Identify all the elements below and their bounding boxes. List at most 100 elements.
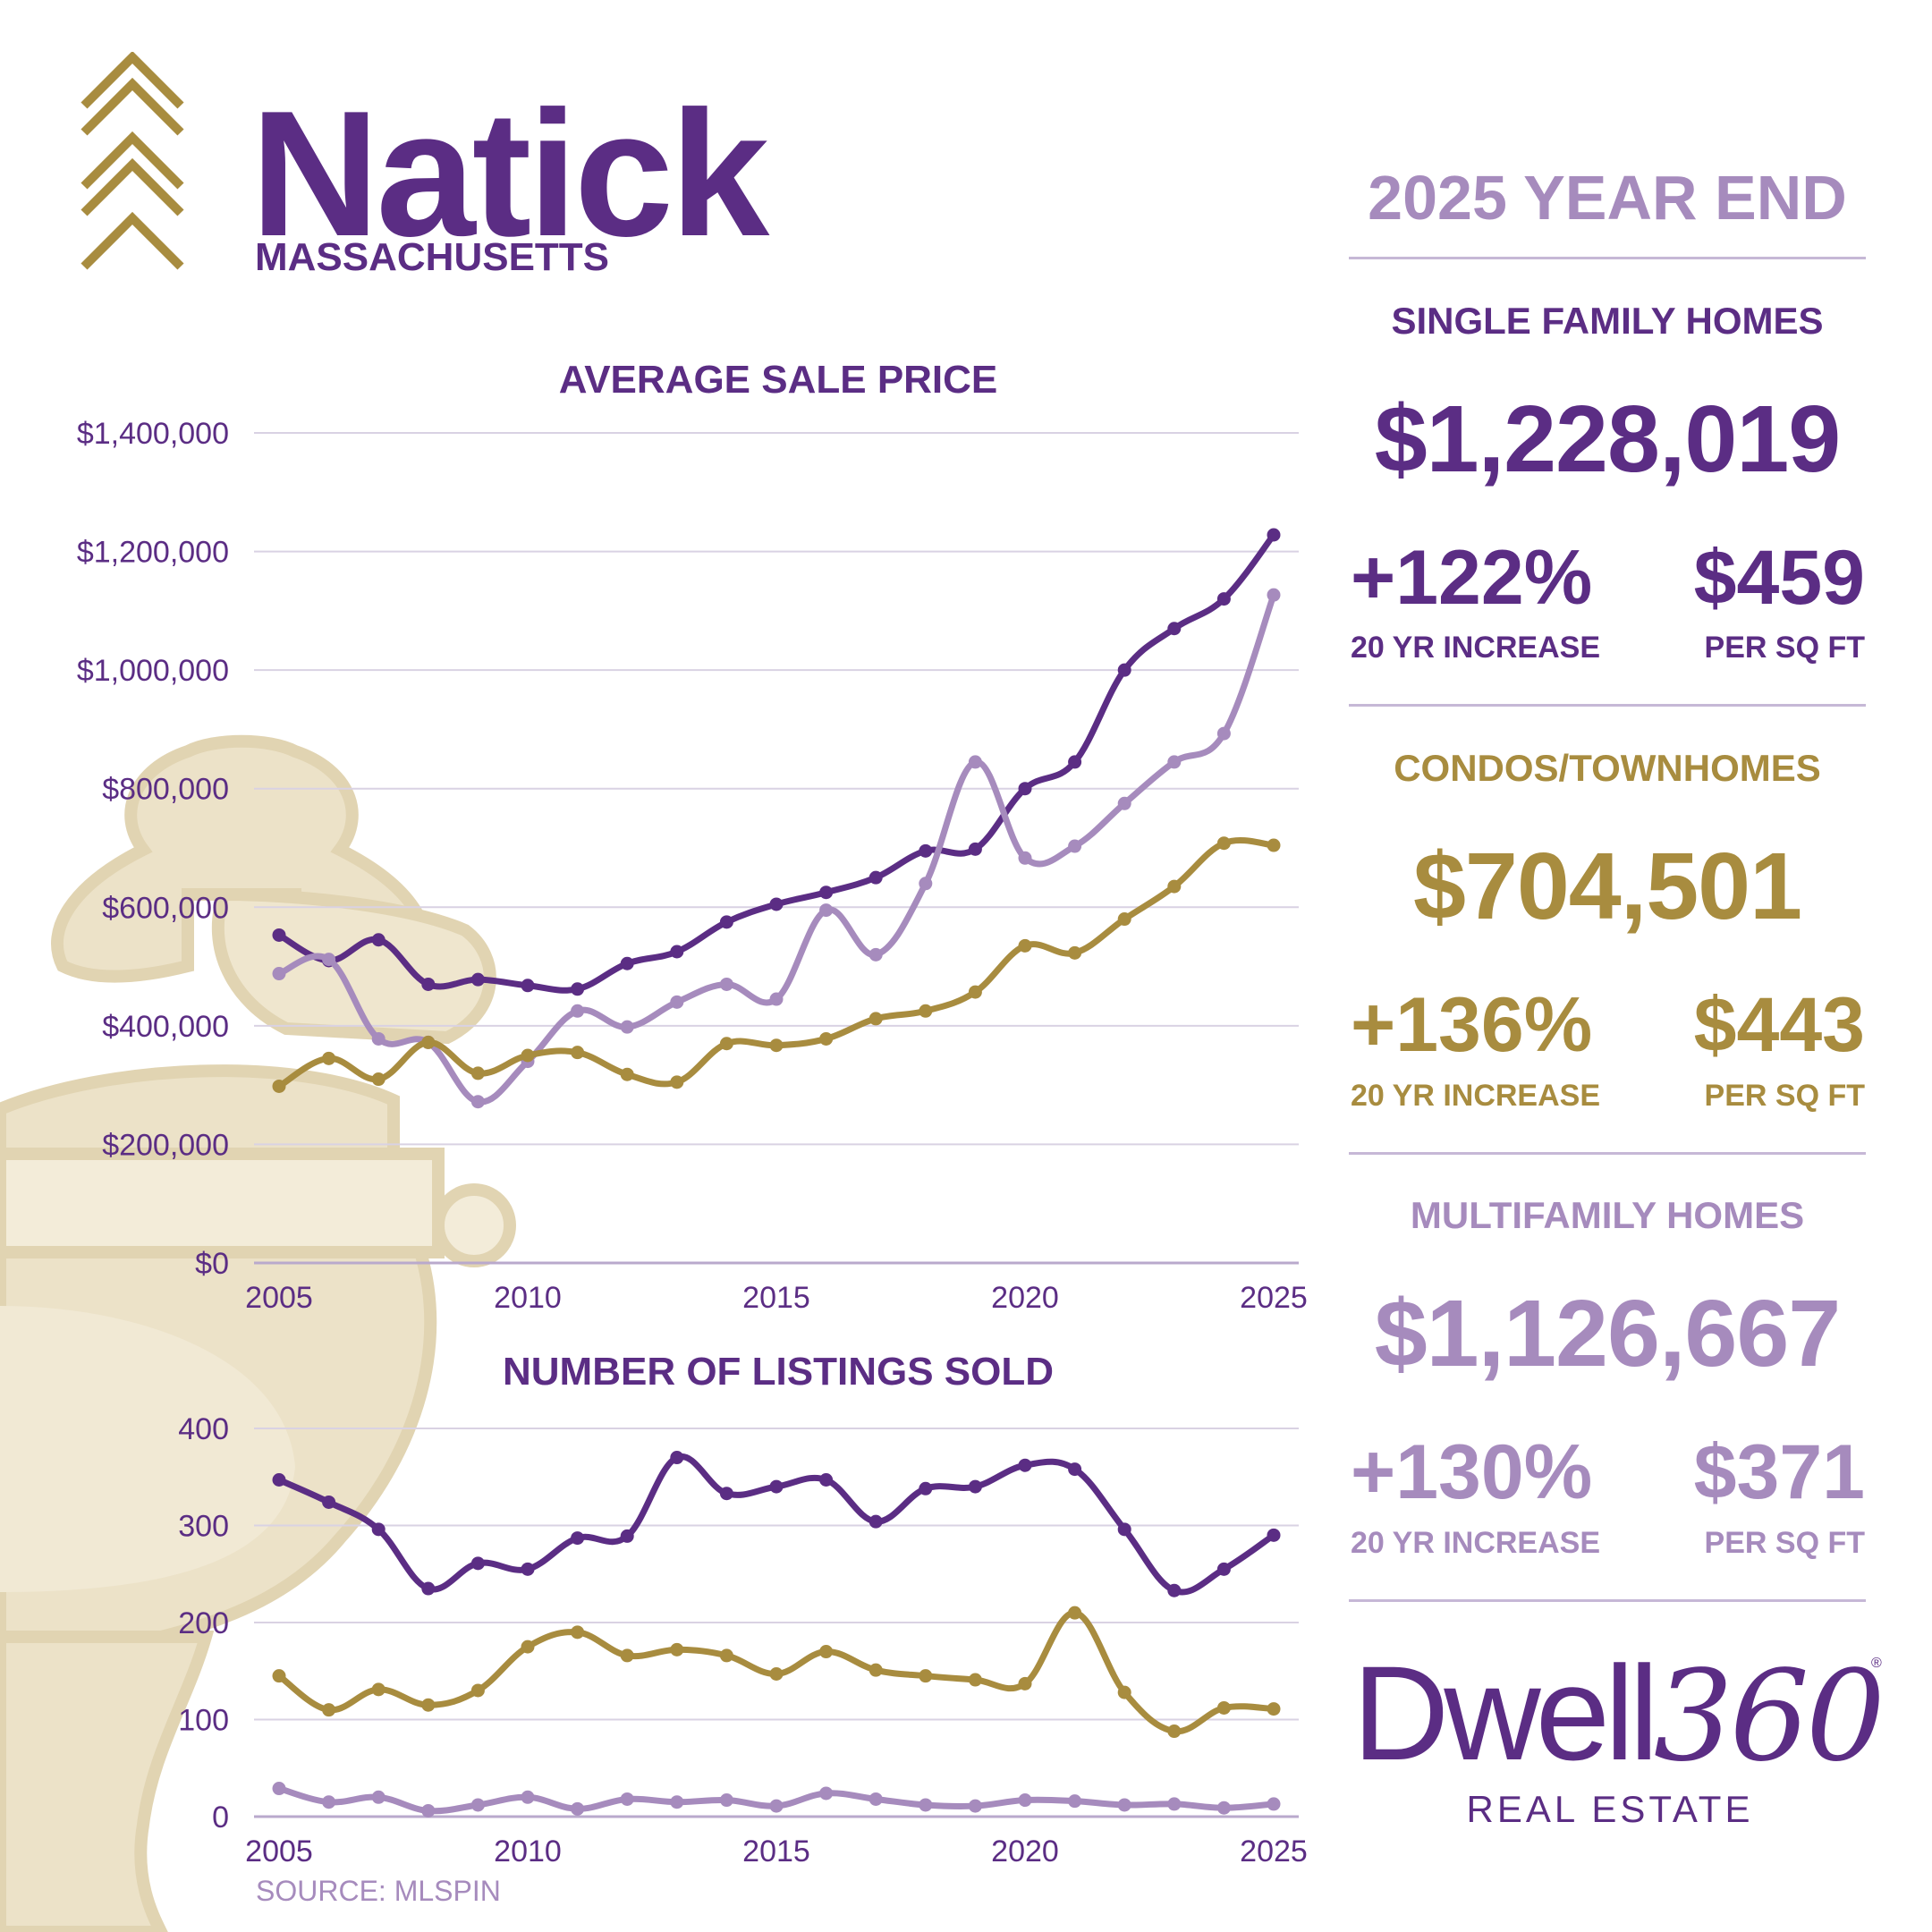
- data-point-single: [919, 1481, 933, 1496]
- data-point-condo: [1018, 1676, 1032, 1690]
- x-tick-label: 2020: [991, 1835, 1059, 1868]
- data-point-condo: [919, 1669, 933, 1683]
- data-point-multi: [272, 1782, 286, 1796]
- data-point-single: [620, 956, 634, 970]
- data-point-single: [1216, 592, 1231, 606]
- data-point-condo: [470, 1683, 485, 1698]
- data-point-single: [819, 1473, 834, 1487]
- data-point-single: [371, 933, 386, 947]
- data-point-single: [968, 842, 982, 856]
- data-point-multi: [670, 1795, 684, 1809]
- data-point-condo: [470, 1066, 485, 1080]
- data-point-multi: [968, 1799, 982, 1813]
- data-point-multi: [1068, 839, 1082, 853]
- multifamily-heading: MULTIFAMILY HOMES: [1410, 1194, 1805, 1236]
- page-subtitle: MASSACHUSETTS: [255, 235, 610, 279]
- y-tick-label: $0: [195, 1247, 229, 1281]
- y-tick-label: $1,200,000: [77, 536, 229, 570]
- y-tick-label: 0: [212, 1801, 229, 1835]
- data-point-single: [470, 1556, 485, 1571]
- data-point-single: [869, 870, 883, 885]
- data-point-condo: [1117, 1685, 1131, 1699]
- data-point-multi: [869, 947, 883, 962]
- data-point-condo: [421, 1035, 436, 1049]
- data-point-condo: [1068, 945, 1082, 960]
- avg-price-chart: $0 $200,000 $400,000 $600,000 $800,000 $1,000…: [77, 417, 1308, 1315]
- data-point-condo: [719, 1648, 733, 1663]
- y-tick-label: $400,000: [102, 1010, 229, 1044]
- data-point-multi: [1267, 588, 1281, 602]
- data-point-condo: [371, 1682, 386, 1697]
- brand-tagline: REAL ESTATE: [1466, 1788, 1754, 1830]
- series-line-condo: [275, 1609, 1277, 1735]
- data-point-multi: [869, 1792, 883, 1806]
- data-point-multi: [670, 995, 684, 1009]
- data-point-condo: [819, 1031, 834, 1046]
- data-point-condo: [819, 1645, 834, 1659]
- data-point-condo: [421, 1698, 436, 1712]
- listings-sold-chart-title: NUMBER OF LISTINGS SOLD: [503, 1350, 1054, 1394]
- data-point-condo: [769, 1667, 784, 1682]
- data-point-condo: [719, 1037, 733, 1051]
- data-point-condo: [1068, 1606, 1082, 1620]
- data-point-multi: [1167, 1797, 1182, 1811]
- data-point-single: [719, 1487, 733, 1501]
- data-point-single: [1117, 1522, 1131, 1537]
- data-point-multi: [769, 992, 784, 1006]
- data-point-multi: [571, 1801, 585, 1816]
- data-point-single: [272, 1473, 286, 1487]
- source-note: SOURCE: MLSPIN: [256, 1875, 501, 1907]
- data-point-multi: [421, 1803, 436, 1818]
- data-point-condo: [1216, 1700, 1231, 1715]
- data-point-single: [521, 979, 535, 993]
- data-point-multi: [322, 1795, 336, 1809]
- data-point-condo: [968, 1673, 982, 1687]
- data-point-single: [719, 915, 733, 929]
- data-point-multi: [1018, 1793, 1032, 1808]
- data-point-single: [272, 928, 286, 942]
- data-point-single: [1267, 1528, 1281, 1542]
- data-point-multi: [1068, 1794, 1082, 1809]
- single-family-heading: SINGLE FAMILY HOMES: [1391, 300, 1824, 342]
- y-tick-label: $200,000: [102, 1128, 229, 1162]
- data-point-condo: [1167, 1724, 1182, 1739]
- y-tick-label: $1,400,000: [77, 417, 229, 451]
- data-point-single: [1068, 755, 1082, 769]
- data-point-condo: [571, 1046, 585, 1060]
- data-point-multi: [919, 1798, 933, 1812]
- data-point-condo: [1018, 938, 1032, 953]
- data-point-condo: [272, 1669, 286, 1683]
- x-tick-label: 2005: [245, 1835, 313, 1868]
- divider: [1349, 1599, 1866, 1602]
- data-point-single: [571, 1531, 585, 1546]
- single-family-ppsf: $459: [1693, 535, 1865, 621]
- condo-increase: +136%: [1351, 982, 1593, 1068]
- data-point-condo: [322, 1051, 336, 1065]
- series-line-multi: [275, 591, 1277, 1106]
- data-point-multi: [719, 977, 733, 991]
- data-point-single: [421, 1581, 436, 1596]
- x-tick-label: 2015: [742, 1835, 810, 1868]
- listings-sold-chart: 0 100 200 300 400 2005 2010 2015 2020 2025: [178, 1412, 1308, 1868]
- registered-mark: ®: [1871, 1656, 1882, 1671]
- data-point-multi: [470, 1095, 485, 1109]
- condo-heading: CONDOS/TOWNHOMES: [1394, 747, 1821, 789]
- data-point-multi: [620, 1792, 634, 1806]
- data-point-multi: [1216, 726, 1231, 741]
- year-end-heading: 2025 YEAR END: [1368, 163, 1847, 233]
- data-point-condo: [769, 1038, 784, 1053]
- multifamily-ppsf-label: PER SQ FT: [1704, 1526, 1865, 1560]
- data-point-single: [571, 982, 585, 996]
- data-point-multi: [1117, 796, 1131, 810]
- divider: [1349, 704, 1866, 707]
- data-point-condo: [371, 1072, 386, 1087]
- condo-ppsf-label: PER SQ FT: [1704, 1079, 1865, 1113]
- condo-price: $704,501: [1412, 834, 1802, 939]
- data-point-single: [1018, 782, 1032, 796]
- chevron-stack-icon: [80, 52, 184, 270]
- brand-logo: Dwell360: [1352, 1646, 1885, 1780]
- data-point-condo: [968, 985, 982, 999]
- data-point-multi: [1117, 1798, 1131, 1812]
- data-point-multi: [1267, 1797, 1281, 1811]
- data-point-condo: [620, 1648, 634, 1663]
